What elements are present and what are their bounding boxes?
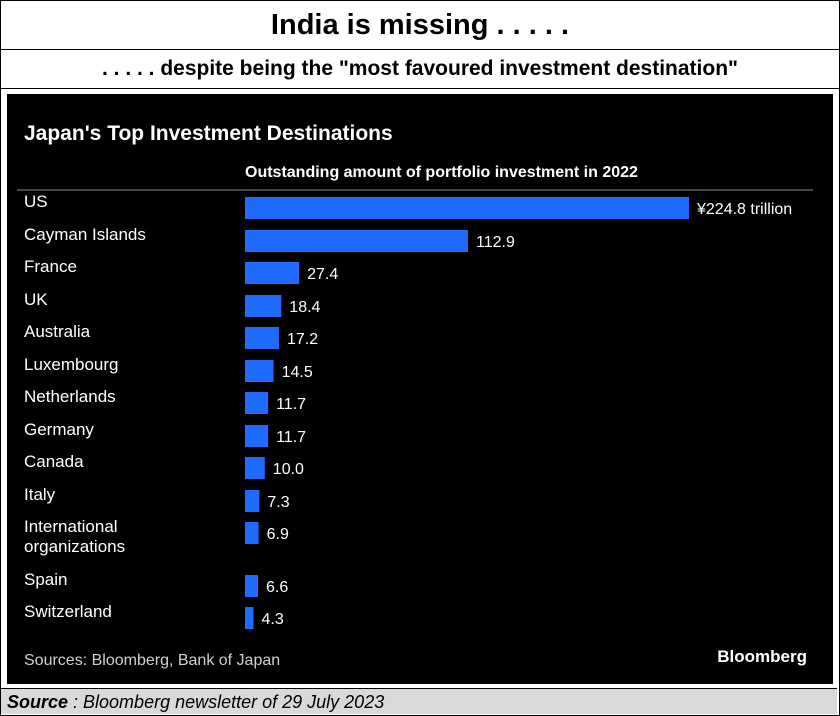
source-line: Source : Bloomberg newsletter of 29 July… <box>1 688 837 714</box>
bar-switzerland <box>245 607 254 629</box>
bar-australia <box>245 327 279 349</box>
value-label-luxembourg: 14.5 <box>282 364 313 381</box>
category-label-cayman-islands: Cayman Islands <box>24 225 146 244</box>
chart-panel: Japan's Top Investment Destinations Outs… <box>7 94 833 684</box>
value-label-germany: 11.7 <box>276 429 306 446</box>
value-label-australia: 17.2 <box>287 331 318 348</box>
value-label-canada: 10.0 <box>273 461 304 478</box>
bar-luxembourg <box>245 360 274 382</box>
headline: India is missing . . . . . <box>1 1 839 50</box>
bar-netherlands <box>245 392 269 414</box>
category-label-france: France <box>24 257 77 276</box>
bar-us <box>245 197 689 219</box>
bar-canada <box>245 457 265 479</box>
chart-title: Japan's Top Investment Destinations <box>24 122 393 145</box>
category-label-germany: Germany <box>24 420 94 439</box>
category-label-us: US <box>24 192 48 211</box>
source-label: Source <box>7 692 69 712</box>
value-label-us: ¥224.8 trillion <box>696 201 792 218</box>
bar-chart: Japan's Top Investment Destinations Outs… <box>17 122 813 669</box>
category-label-switzerland: Switzerland <box>24 602 112 621</box>
chart-subtitle: Outstanding amount of portfolio investme… <box>245 164 638 181</box>
value-label-cayman-islands: 112.9 <box>476 234 515 251</box>
bloomberg-logo: Bloomberg <box>717 647 807 666</box>
value-label-france: 27.4 <box>307 266 338 283</box>
category-label-canada: Canada <box>24 452 84 471</box>
value-label-switzerland: 4.3 <box>262 611 284 628</box>
category-label-luxembourg: Luxembourg <box>24 355 119 374</box>
category-label-uk: UK <box>24 290 48 309</box>
bar-uk <box>245 295 282 317</box>
bars-group: US ¥224.8 trillion Cayman Islands 112.9 Fran… <box>24 192 792 629</box>
category-label-international-organizations: International organizations <box>24 517 125 556</box>
category-label-italy: Italy <box>24 485 56 504</box>
source-text: : Bloomberg newsletter of 29 July 2023 <box>68 692 385 712</box>
category-label-netherlands: Netherlands <box>24 387 116 406</box>
source-note: Sources: Bloomberg, Bank of Japan <box>24 652 280 669</box>
category-label-spain: Spain <box>24 570 67 589</box>
bar-italy <box>245 490 260 512</box>
value-label-international-organizations: 6.9 <box>267 526 289 543</box>
bar-cayman-islands <box>245 230 468 252</box>
category-label-australia: Australia <box>24 322 91 341</box>
value-label-uk: 18.4 <box>289 299 320 316</box>
value-label-italy: 7.3 <box>267 494 289 511</box>
bar-international-organizations <box>245 522 259 544</box>
bar-france <box>245 262 300 284</box>
bar-spain <box>245 575 258 597</box>
value-label-netherlands: 11.7 <box>276 396 306 413</box>
bar-germany <box>245 425 269 447</box>
value-label-spain: 6.6 <box>266 579 288 596</box>
subheadline: . . . . . despite being the "most favour… <box>1 50 839 89</box>
